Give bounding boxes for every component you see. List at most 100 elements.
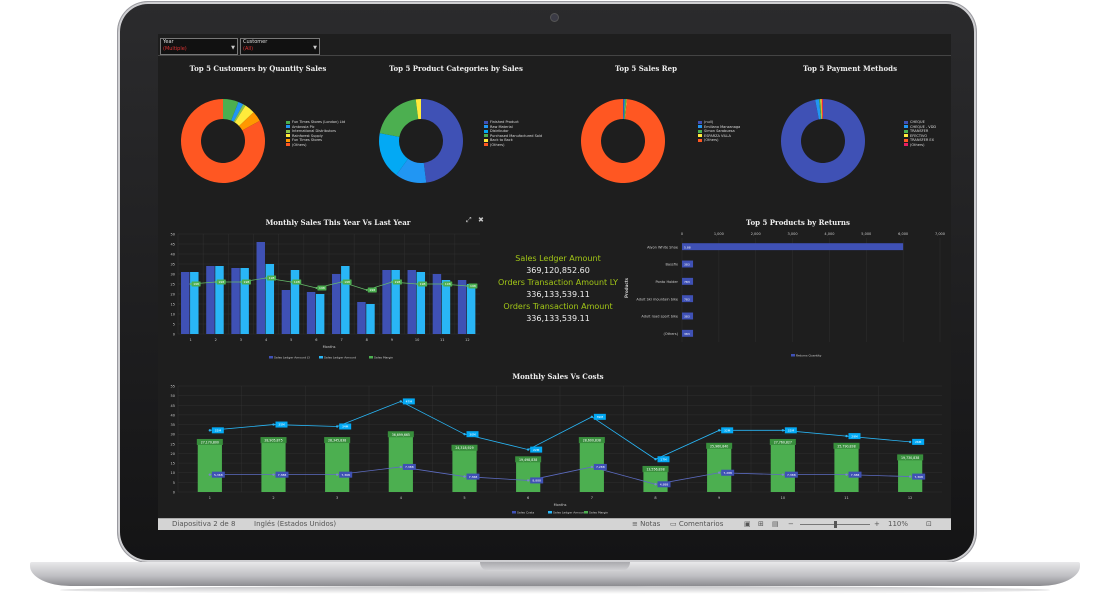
amount-point[interactable]: [272, 423, 275, 426]
fit-slide-icon[interactable]: ⊡: [926, 520, 932, 528]
payment-donut[interactable]: [778, 94, 868, 193]
categories-legend-item[interactable]: Purchased Manufactured Sold: [484, 134, 542, 139]
legend-label[interactable]: Returns Quantity: [796, 354, 822, 358]
bar-1-7[interactable]: [341, 266, 350, 334]
legend-label[interactable]: Sales Margin: [374, 356, 393, 360]
categories-slice-4[interactable]: [415, 99, 421, 120]
categories-slice-1[interactable]: [396, 158, 427, 183]
bar-0-8[interactable]: [357, 302, 366, 334]
margin-point[interactable]: [315, 287, 318, 289]
bar-0-3[interactable]: [231, 268, 240, 334]
cost-point[interactable]: [526, 479, 530, 482]
payment-slice-1[interactable]: [815, 99, 821, 120]
close-icon[interactable]: ✖: [478, 216, 484, 224]
returns-bar[interactable]: [682, 260, 694, 268]
payment-legend-item[interactable]: (Others): [904, 143, 936, 148]
returns-bar[interactable]: [682, 312, 694, 320]
language-indicator[interactable]: Inglés (Estados Unidos): [254, 520, 337, 528]
legend-label[interactable]: Sales Ledger Amount: [324, 356, 357, 360]
customers-legend-item[interactable]: Rainforest Supply: [286, 134, 345, 139]
chevron-down-icon[interactable]: ▼: [231, 45, 235, 51]
categories-legend-item[interactable]: Back to Back: [484, 138, 542, 143]
salesrep-donut[interactable]: [578, 94, 668, 193]
cost-point[interactable]: [845, 473, 848, 476]
amount-point[interactable]: [590, 415, 594, 419]
zoom-slider-handle[interactable]: [834, 521, 837, 528]
salesrep-legend-item[interactable]: ESPARZA VILLA: [698, 134, 740, 139]
bar-1-9[interactable]: [391, 270, 400, 334]
amount-point[interactable]: [208, 429, 212, 432]
payment-slice-3[interactable]: [820, 99, 823, 120]
salesrep-legend-item[interactable]: (Others): [698, 138, 740, 143]
customers-legend-item[interactable]: International Distributors: [286, 129, 345, 134]
bar-1-11[interactable]: [441, 280, 451, 334]
slide-sorter-icon[interactable]: ⊞: [758, 520, 764, 528]
payment-slice-2[interactable]: [819, 99, 822, 120]
categories-donut[interactable]: [376, 94, 466, 193]
categories-legend-item[interactable]: Finished Product: [484, 120, 542, 125]
salesrep-slice-2[interactable]: [623, 99, 627, 120]
payment-legend-item[interactable]: TRANSFER: [904, 129, 936, 134]
margin-point[interactable]: [239, 281, 242, 283]
payment-legend-item[interactable]: CHEQUE: [904, 120, 936, 125]
zoom-in-icon[interactable]: +: [874, 520, 880, 528]
customer-filter[interactable]: Customer (All) ▼: [240, 38, 320, 55]
customers-slice-5[interactable]: [181, 99, 265, 183]
zoom-out-icon[interactable]: −: [788, 520, 794, 528]
margin-point[interactable]: [340, 281, 343, 283]
margin-point[interactable]: [390, 281, 393, 283]
margin-bar-1[interactable]: [197, 439, 222, 492]
bar-0-9[interactable]: [382, 270, 391, 334]
margin-bar-9[interactable]: [707, 443, 732, 492]
amount-point[interactable]: [463, 432, 466, 436]
margin-point[interactable]: [214, 281, 217, 283]
customers-donut[interactable]: [178, 94, 268, 193]
customers-slice-4[interactable]: [239, 112, 260, 131]
bar-0-6[interactable]: [306, 292, 316, 334]
payment-legend-item[interactable]: TRANSFER EX: [904, 138, 936, 143]
notes-button[interactable]: ≡ Notas: [632, 520, 660, 528]
salesrep-slice-3[interactable]: [624, 99, 627, 120]
bar-1-10[interactable]: [416, 272, 426, 334]
margin-bar-2[interactable]: [261, 438, 286, 492]
cost-point[interactable]: [335, 473, 339, 476]
payment-legend-item[interactable]: CHEQUE - VDD: [904, 125, 936, 130]
bar-1-4[interactable]: [265, 264, 275, 334]
salesrep-legend-item[interactable]: Simon Sarabuesa: [698, 129, 740, 134]
categories-legend-item[interactable]: (Others): [484, 143, 542, 148]
amount-point[interactable]: [399, 400, 403, 403]
returns-bar[interactable]: [682, 329, 694, 337]
payment-slice-0[interactable]: [781, 99, 865, 183]
cost-point[interactable]: [654, 483, 657, 486]
bar-1-5[interactable]: [290, 270, 300, 334]
expand-icon[interactable]: ⤢: [466, 216, 472, 224]
cost-point[interactable]: [908, 475, 912, 478]
margin-bar-11[interactable]: [834, 443, 859, 492]
customers-legend-item[interactable]: Fun Times Stores (London) Ltd: [286, 120, 345, 125]
bar-0-7[interactable]: [332, 274, 341, 334]
cost-point[interactable]: [717, 471, 721, 474]
bar-0-11[interactable]: [432, 274, 442, 334]
customers-legend-item[interactable]: Ambrosia Plc: [286, 125, 345, 130]
bar-1-8[interactable]: [366, 304, 375, 334]
margin-bar-6[interactable]: [516, 457, 541, 492]
categories-slice-3[interactable]: [379, 99, 419, 137]
cost-point[interactable]: [781, 473, 785, 476]
bar-0-5[interactable]: [281, 290, 291, 334]
amount-point[interactable]: [781, 429, 785, 432]
bar-1-2[interactable]: [215, 266, 224, 334]
returns-bar[interactable]: [682, 295, 694, 303]
salesrep-legend-item[interactable]: (null): [698, 120, 740, 125]
margin-bar-10[interactable]: [770, 439, 795, 492]
zoom-level[interactable]: 110%: [888, 520, 909, 528]
payment-slice-4[interactable]: [821, 99, 823, 120]
comments-button[interactable]: ▭ Comentarios: [670, 520, 723, 528]
bar-1-3[interactable]: [240, 268, 249, 334]
payment-slice-5[interactable]: [822, 99, 823, 120]
margin-point[interactable]: [265, 277, 268, 279]
cost-point[interactable]: [208, 473, 212, 476]
customers-legend-item[interactable]: Fun Times Stores: [286, 138, 345, 143]
margin-bar-3[interactable]: [325, 438, 350, 492]
customers-slice-2[interactable]: [233, 104, 246, 123]
cost-point[interactable]: [272, 473, 275, 476]
